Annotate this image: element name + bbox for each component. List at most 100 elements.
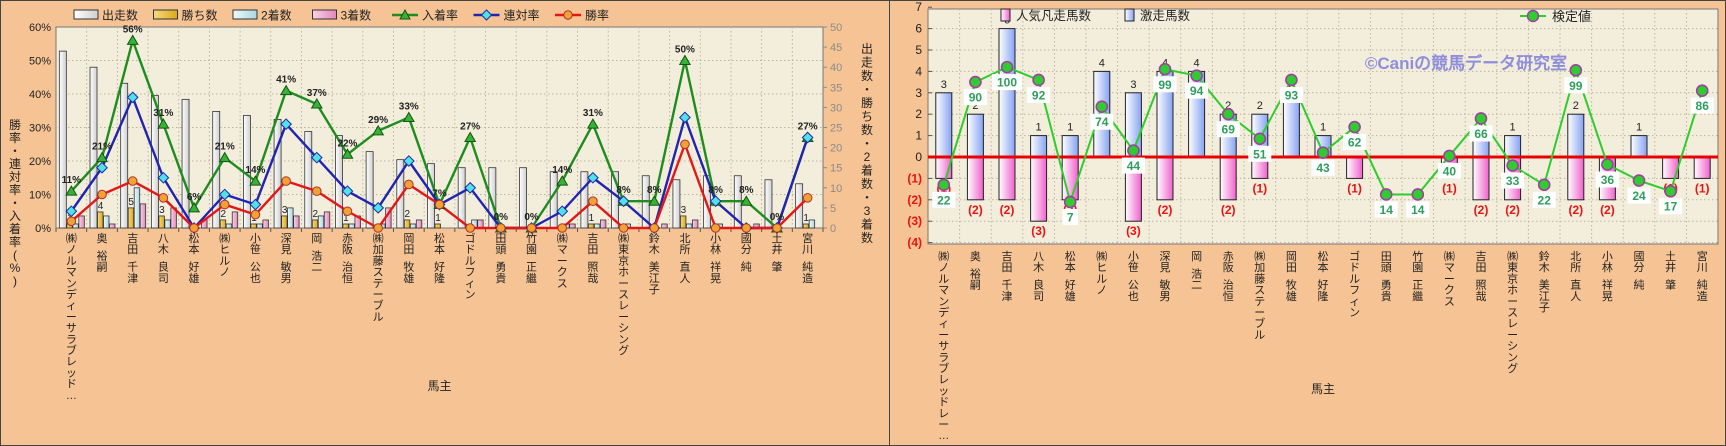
kentei-value-label: 33 bbox=[1506, 174, 1520, 188]
wins-count-label: 4 bbox=[98, 201, 104, 212]
triangle-marker bbox=[464, 131, 477, 143]
triangle-marker bbox=[65, 185, 78, 196]
category-label: 田頭勇貴 bbox=[495, 233, 506, 285]
kentei-value-label: 17 bbox=[1664, 200, 1678, 214]
bar-bonso bbox=[1156, 156, 1174, 201]
kentei-label-box bbox=[1185, 82, 1209, 99]
y-tick-label: (3) bbox=[907, 214, 922, 228]
bar-gekiso bbox=[1567, 113, 1585, 158]
bar-出走数 bbox=[181, 98, 190, 229]
circle-marker bbox=[741, 223, 752, 233]
category-label: 國分純 bbox=[741, 232, 752, 274]
bar-勝ち数 bbox=[97, 211, 104, 229]
kentei-value-label: 14 bbox=[1380, 203, 1394, 217]
circle-marker bbox=[802, 193, 813, 203]
kentei-marker bbox=[1285, 73, 1298, 87]
diamond-marker bbox=[280, 118, 293, 131]
bonso-count-label: (3) bbox=[1126, 224, 1141, 238]
legend-bar-swatch-icon bbox=[73, 9, 99, 20]
wins-count-label: 1 bbox=[435, 213, 441, 224]
category-label: 赤阪治恒 bbox=[1223, 250, 1234, 303]
circle-marker bbox=[588, 196, 598, 206]
kentei-label-box bbox=[1248, 145, 1272, 162]
bar-2着数 bbox=[287, 207, 294, 229]
kentei-value-label: 7 bbox=[1067, 210, 1074, 224]
bonso-count-label: (2) bbox=[1568, 203, 1583, 217]
bar-2着数 bbox=[133, 187, 141, 229]
bar-bonso bbox=[998, 156, 1016, 201]
wins-count-label: 3 bbox=[681, 205, 687, 216]
kentei-marker bbox=[1190, 69, 1203, 82]
diamond-marker bbox=[801, 131, 814, 144]
triangle-marker bbox=[157, 118, 170, 129]
kentei-value-label: 99 bbox=[1158, 78, 1172, 92]
category-label: ㈱ヒルノ bbox=[219, 232, 230, 279]
bonso-count-label: (2) bbox=[1000, 203, 1015, 217]
kentei-value-label: 93 bbox=[1285, 88, 1299, 102]
diamond-marker bbox=[586, 171, 599, 184]
bar-bonso bbox=[1693, 156, 1711, 179]
bar-gekiso bbox=[998, 28, 1016, 158]
gekiso-count-label: 1 bbox=[1067, 122, 1073, 134]
place-rate-label: 31% bbox=[153, 108, 173, 119]
kentei-label-box bbox=[1343, 134, 1367, 151]
legend-item: 3着数 bbox=[312, 8, 371, 23]
bar-出走数 bbox=[89, 66, 98, 229]
kentei-value-label: 24 bbox=[1632, 189, 1646, 203]
kentei-label-box bbox=[1216, 121, 1240, 138]
category-label: 小林祥晃 bbox=[710, 232, 721, 285]
diamond-marker bbox=[464, 181, 477, 194]
triangle-marker bbox=[556, 175, 569, 186]
category-label: 岡浩二 bbox=[1191, 251, 1202, 292]
y-right-tick-label: 35 bbox=[830, 82, 842, 94]
place-rate-label: 8% bbox=[739, 185, 754, 196]
category-label: 吉田照哉 bbox=[587, 232, 598, 285]
kentei-marker bbox=[1632, 174, 1646, 187]
category-label: 竹園正繼 bbox=[1412, 249, 1423, 303]
legend-gekiso-swatch-icon bbox=[1124, 8, 1135, 22]
legend-item: 2着数 bbox=[232, 8, 292, 23]
bar-勝ち数 bbox=[127, 207, 135, 229]
triangle-marker bbox=[280, 84, 293, 96]
bar-3着数 bbox=[600, 219, 607, 229]
y-right-tick-label: 5 bbox=[830, 203, 836, 215]
circle-marker bbox=[772, 223, 782, 233]
bar-gekiso bbox=[1030, 135, 1048, 158]
circle-marker bbox=[434, 199, 445, 210]
wins-count-label: 2 bbox=[405, 209, 411, 220]
legend-label: 入着率 bbox=[422, 8, 458, 23]
bar-勝ち数 bbox=[250, 223, 257, 229]
category-label: 土井肇 bbox=[1665, 250, 1676, 292]
kentei-value-label: 43 bbox=[1316, 161, 1330, 175]
category-label: ゴドルフィン bbox=[465, 231, 476, 301]
bar-gekiso bbox=[935, 92, 953, 158]
triangle-marker bbox=[740, 195, 753, 206]
kentei-marker bbox=[969, 75, 982, 89]
y-tick-label: 2 bbox=[915, 107, 922, 121]
bar-出走数 bbox=[457, 167, 466, 229]
circle-marker bbox=[710, 223, 721, 233]
category-label: ゴドルフィン bbox=[1349, 249, 1360, 319]
category-label: 奥裕嗣 bbox=[97, 231, 108, 274]
bar-2着数 bbox=[686, 223, 693, 229]
category-label: 小笹公也 bbox=[1128, 250, 1139, 303]
place-rate-label: 8% bbox=[647, 185, 662, 196]
bar-3着数 bbox=[661, 223, 668, 229]
kentei-value-label: 14 bbox=[1411, 203, 1425, 217]
bonso-count-label: (1) bbox=[1347, 181, 1362, 195]
gekiso-count-label: 1 bbox=[1510, 122, 1516, 134]
y-right-tick-label: 50 bbox=[830, 22, 842, 34]
category-label: 鈴木美江子 bbox=[649, 231, 660, 296]
triangle-marker bbox=[586, 118, 599, 129]
owner-test-value-chart: 76543210(1)(2)(3)(4)32611434422311121(1)… bbox=[907, 1, 1719, 442]
bar-2着数 bbox=[348, 223, 355, 229]
triangle-marker bbox=[648, 195, 661, 206]
place-rate-label: 6% bbox=[187, 192, 202, 203]
kentei-label-box bbox=[963, 89, 987, 106]
y-tick-label: 4 bbox=[915, 64, 922, 78]
kentei-value-label: 90 bbox=[969, 91, 983, 105]
category-label: 宮川純造 bbox=[1697, 249, 1708, 303]
category-label: 吉田千津 bbox=[1002, 250, 1013, 303]
bonso-count-label: (1) bbox=[1252, 181, 1267, 195]
category-label: 竹園正繼 bbox=[526, 231, 537, 285]
